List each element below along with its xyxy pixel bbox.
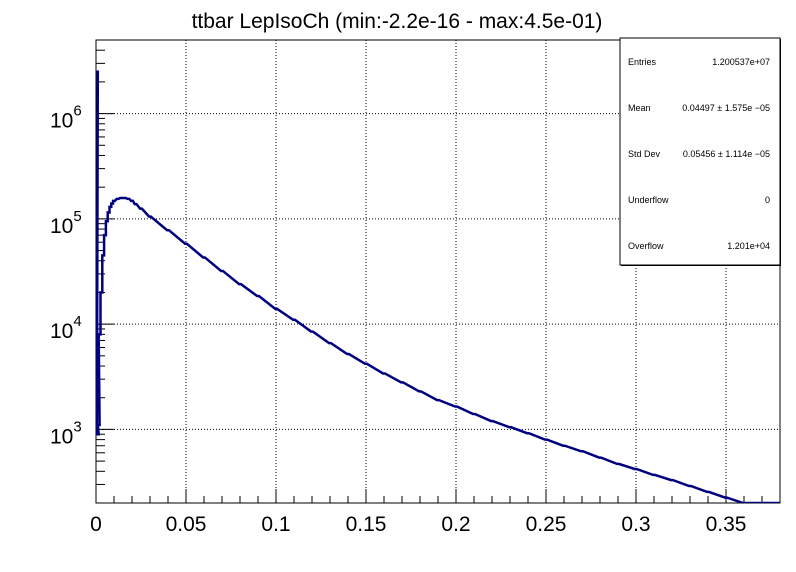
stats-value: 1.201e+04 <box>727 241 770 251</box>
grid-lines <box>96 40 780 503</box>
y-tick-label: 104 <box>50 313 82 343</box>
x-tick-label: 0.15 <box>346 513 387 536</box>
stats-value: 0 <box>765 195 770 205</box>
stats-box: Entries 1.200537e+07 Mean 0.04497 ± 1.575e … <box>619 37 781 266</box>
axes: 0 0.05 0.1 0.15 0.2 0.25 0.3 0.35 103 104 105 106 <box>50 39 781 536</box>
stats-label: Overflow <box>628 241 664 251</box>
y-tick-label: 106 <box>50 103 82 133</box>
x-tick-label: 0.25 <box>526 513 567 536</box>
stats-label: Underflow <box>628 195 669 205</box>
histogram-line <box>96 70 780 503</box>
stats-box-frame <box>619 37 781 266</box>
x-tick-label: 0.05 <box>166 513 207 536</box>
x-tick-label: 0.1 <box>261 513 290 536</box>
stats-value: 1.200537e+07 <box>712 57 770 67</box>
stats-value: 0.04497 ± 1.575e −05 <box>682 103 770 113</box>
x-tick-label: 0.3 <box>621 513 650 536</box>
y-tick-label: 103 <box>50 418 82 448</box>
x-tick-label: 0 <box>90 513 102 536</box>
y-tick-label: 105 <box>50 208 82 238</box>
stats-label: Std Dev <box>628 149 661 159</box>
plot-area <box>96 70 780 503</box>
chart-title: ttbar LepIsoCh (min:-2.2e-16 - max:4.5e-… <box>192 10 603 33</box>
stats-label: Mean <box>628 103 651 113</box>
x-tick-label: 0.35 <box>706 513 747 536</box>
stats-value: 0.05456 ± 1.114e −05 <box>683 149 770 159</box>
stats-label: Entries <box>628 57 657 67</box>
x-tick-label: 0.2 <box>441 513 470 536</box>
